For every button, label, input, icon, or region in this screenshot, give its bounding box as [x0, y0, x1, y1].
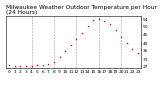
Point: [19, 65, 22, 67]
Point: [137, 52, 139, 54]
Point: [81, 32, 83, 34]
Point: [42, 64, 44, 66]
Point: [75, 38, 78, 40]
Point: [53, 61, 55, 62]
Text: Milwaukee Weather Outdoor Temperature per Hour (24 Hours): Milwaukee Weather Outdoor Temperature pe…: [6, 5, 157, 15]
Point: [69, 45, 72, 46]
Point: [64, 51, 67, 52]
Point: [109, 24, 111, 25]
Point: [125, 42, 128, 43]
Point: [114, 29, 117, 30]
Point: [8, 65, 11, 66]
Point: [120, 36, 123, 37]
Point: [103, 20, 106, 22]
Point: [58, 57, 61, 58]
Point: [92, 19, 94, 21]
Point: [86, 25, 89, 27]
Point: [36, 65, 39, 66]
Point: [131, 48, 134, 49]
Point: [30, 65, 33, 67]
Point: [98, 18, 100, 20]
Point: [25, 65, 27, 66]
Point: [47, 64, 50, 65]
Point: [13, 65, 16, 66]
